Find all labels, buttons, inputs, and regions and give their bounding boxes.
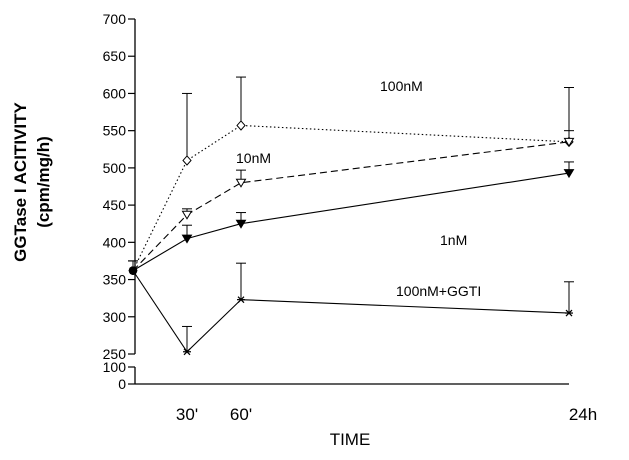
series-label-100nm: 100nM (380, 78, 423, 94)
series-label-10nm: 10nM (236, 150, 271, 166)
labels-layer: TIME GGTase I ACITIVITY (cpm/mg/h) 100nM… (11, 78, 481, 449)
marker-3-0 (128, 266, 138, 275)
y-axis-title-line1: GGTase I ACITIVITY (11, 102, 30, 262)
y-tick-label-lower-0: 0 (118, 376, 126, 392)
y-tick-label-400: 400 (103, 234, 127, 250)
series-label-1nm: 1nM (440, 232, 467, 248)
series-1 (128, 130, 575, 275)
marker-1-2 (235, 178, 247, 188)
marker-2-2 (235, 219, 247, 229)
marker-2-1 (181, 234, 193, 244)
marker-3-1 (183, 348, 191, 356)
series-layer (128, 76, 575, 356)
y-tick-label-250: 250 (103, 346, 127, 362)
series-3 (128, 260, 574, 356)
series-2 (128, 161, 575, 275)
marker-3-3 (565, 309, 573, 317)
series-line-3 (132, 270, 570, 353)
x-axis-title: TIME (330, 430, 371, 449)
y-tick-label-500: 500 (103, 160, 127, 176)
series-0 (128, 76, 574, 275)
x-tick-label-2: 24h (569, 405, 597, 424)
y-tick-label-650: 650 (103, 48, 127, 64)
x-tick-label-0: 30' (176, 405, 198, 424)
marker-0-1 (182, 155, 192, 166)
y-tick-label-550: 550 (103, 123, 127, 139)
y-tick-label-lower-100: 100 (103, 359, 127, 375)
series-line-2 (132, 172, 570, 272)
series-label-100nm-ggti: 100nM+GGTI (396, 283, 481, 299)
marker-0-2 (236, 120, 246, 131)
y-tick-label-600: 600 (103, 85, 127, 101)
y-tick-label-700: 700 (103, 11, 127, 27)
marker-2-3 (563, 169, 575, 179)
y-tick-label-350: 350 (103, 272, 127, 288)
marker-1-1 (181, 210, 193, 220)
y-axis-title-line2: (cpm/mg/h) (34, 136, 53, 228)
marker-1-3 (563, 137, 575, 147)
y-tick-label-300: 300 (103, 309, 127, 325)
series-line-0 (132, 124, 570, 271)
y-tick-label-450: 450 (103, 197, 127, 213)
x-tick-label-1: 60' (230, 405, 252, 424)
marker-3-2 (237, 296, 245, 304)
series-line-1 (132, 141, 570, 272)
